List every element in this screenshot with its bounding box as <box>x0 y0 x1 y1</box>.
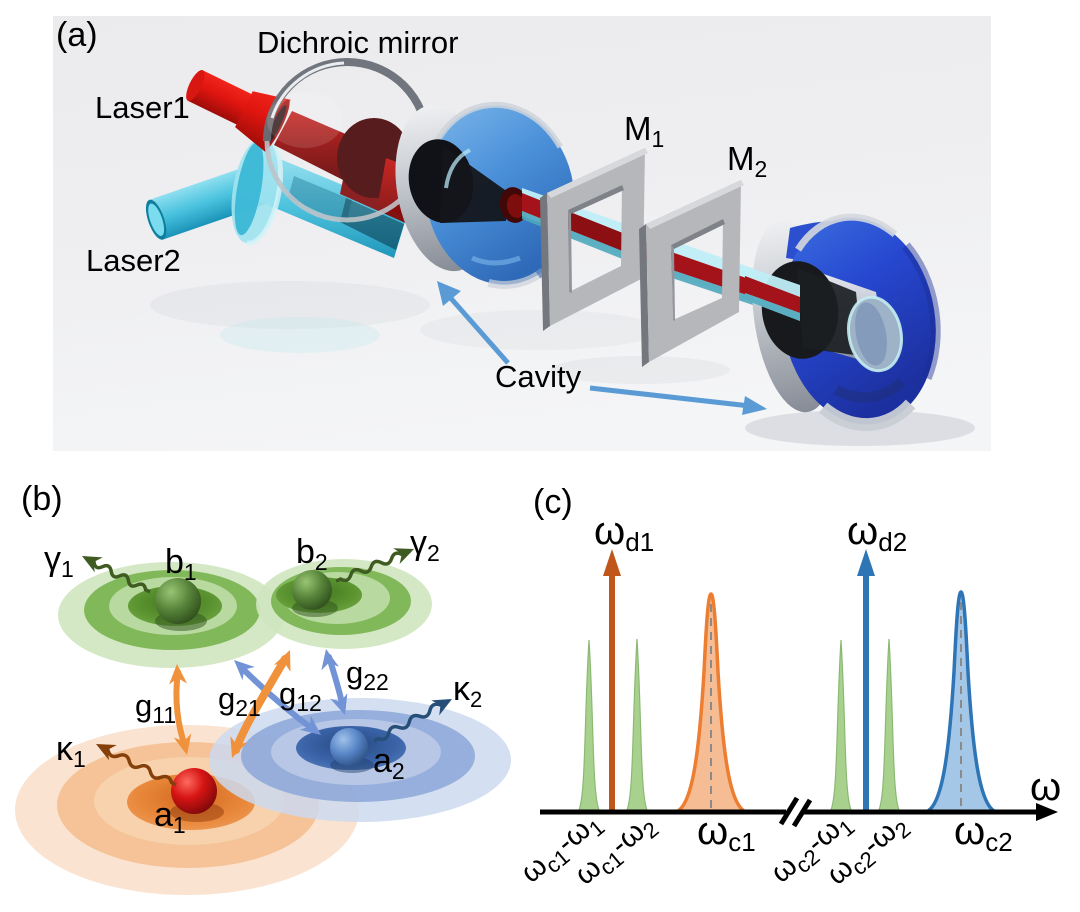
svg-text:(a): (a) <box>56 16 98 54</box>
svg-text:Laser2: Laser2 <box>86 243 181 278</box>
svg-text:(c): (c) <box>533 483 573 521</box>
svg-text:Dichroic mirror: Dichroic mirror <box>257 25 459 60</box>
svg-text:b1: b1 <box>165 543 197 585</box>
svg-text:Cavity: Cavity <box>495 359 582 394</box>
svg-text:g12: g12 <box>279 676 322 716</box>
svg-text:ωd2: ωd2 <box>847 509 907 557</box>
svg-text:γ2: γ2 <box>410 524 440 566</box>
svg-text:g22: g22 <box>346 655 389 695</box>
svg-text:M1: M1 <box>624 110 664 152</box>
svg-text:a1: a1 <box>154 796 186 838</box>
svg-text:κ2: κ2 <box>453 670 482 712</box>
svg-text:ωc2: ωc2 <box>954 809 1013 857</box>
svg-text:(b): (b) <box>21 480 63 518</box>
svg-text:κ1: κ1 <box>56 730 86 772</box>
svg-text:g11: g11 <box>135 688 176 728</box>
svg-text:ω: ω <box>1030 765 1061 809</box>
svg-text:γ1: γ1 <box>44 540 74 582</box>
svg-text:g21: g21 <box>218 681 261 721</box>
svg-text:ωc2-ω2: ωc2-ω2 <box>820 807 915 895</box>
svg-text:ωc1: ωc1 <box>697 809 756 857</box>
svg-text:b2: b2 <box>296 533 328 575</box>
svg-text:ωd1: ωd1 <box>594 509 654 557</box>
svg-text:ωc1-ω2: ωc1-ω2 <box>568 807 663 895</box>
svg-text:Laser1: Laser1 <box>95 90 190 125</box>
